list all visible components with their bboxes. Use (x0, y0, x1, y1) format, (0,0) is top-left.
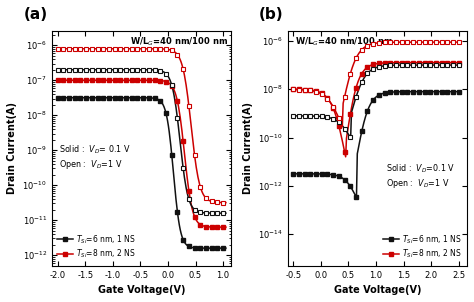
Text: (a): (a) (23, 7, 47, 22)
X-axis label: Gate Voltage(V): Gate Voltage(V) (98, 285, 185, 295)
Y-axis label: Drain Current(A): Drain Current(A) (7, 102, 17, 194)
Y-axis label: Drain Current(A): Drain Current(A) (243, 102, 253, 194)
Legend: $T_{Si}$=6 nm, 1 NS, $T_{Si}$=8 nm, 2 NS: $T_{Si}$=6 nm, 1 NS, $T_{Si}$=8 nm, 2 NS (382, 231, 463, 262)
Text: Solid :  $V_D$=0.1 V
Open :  $V_D$=1 V: Solid : $V_D$=0.1 V Open : $V_D$=1 V (386, 162, 456, 190)
Legend: $T_{Si}$=6 nm, 1 NS, $T_{Si}$=8 nm, 2 NS: $T_{Si}$=6 nm, 1 NS, $T_{Si}$=8 nm, 2 NS (56, 231, 137, 262)
Text: W/L$_G$=40 nm/100 nm: W/L$_G$=40 nm/100 nm (295, 36, 393, 48)
Text: W/L$_G$=40 nm/100 nm: W/L$_G$=40 nm/100 nm (129, 36, 228, 48)
Text: (b): (b) (259, 7, 283, 22)
X-axis label: Gate Voltage(V): Gate Voltage(V) (334, 285, 421, 295)
Text: Solid :  $V_D$= 0.1 V
Open :  $V_D$=1 V: Solid : $V_D$= 0.1 V Open : $V_D$=1 V (59, 144, 131, 171)
